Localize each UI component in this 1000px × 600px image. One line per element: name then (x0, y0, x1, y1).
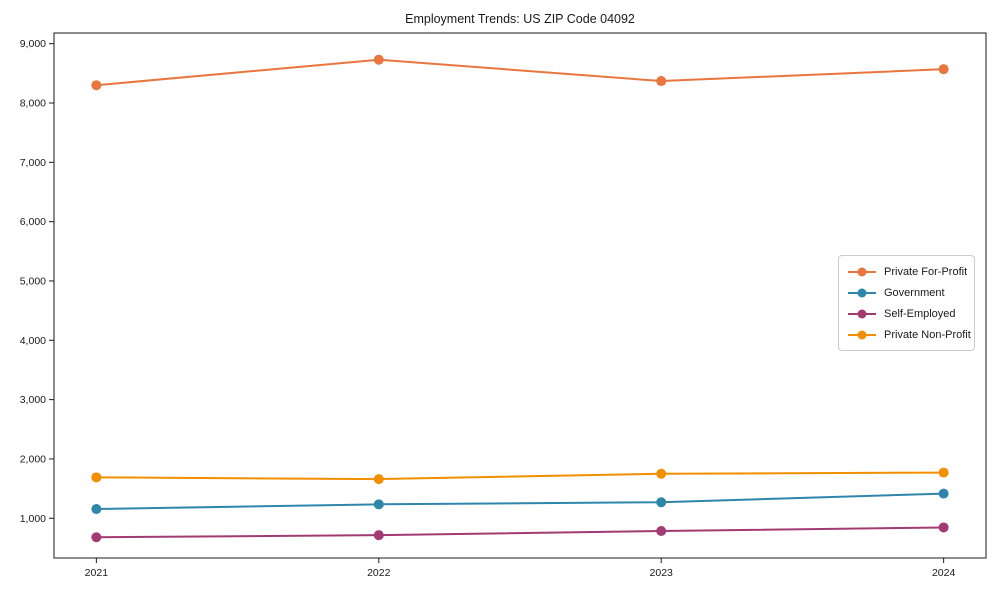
y-tick-label: 1,000 (20, 513, 46, 525)
y-tick-label: 2,000 (20, 453, 46, 465)
data-point (373, 54, 384, 65)
legend: Private For-Profit Government Self-Emplo… (838, 255, 975, 351)
x-tick-label: 2023 (650, 567, 674, 579)
series-line-private-for-profit (96, 58, 944, 87)
data-point (938, 467, 949, 478)
y-tick-label: 8,000 (20, 98, 46, 110)
x-tick-label: 2021 (85, 567, 109, 579)
legend-label: Private Non-Profit (884, 328, 971, 341)
legend-item-self-employed: Self-Employed (847, 303, 968, 324)
data-point (656, 497, 667, 508)
data-point (938, 522, 949, 533)
y-tick-label: 4,000 (20, 335, 46, 347)
x-tick-label: 2022 (367, 567, 391, 579)
plot-frame (53, 32, 987, 559)
line-marker-icon (848, 288, 876, 297)
data-point (938, 64, 949, 75)
legend-label: Self-Employed (884, 307, 956, 320)
data-point (91, 80, 102, 91)
chart-title: Employment Trends: US ZIP Code 04092 (405, 12, 635, 26)
data-point (91, 532, 102, 543)
y-tick-label: 6,000 (20, 216, 46, 228)
y-tick-label: 3,000 (20, 394, 46, 406)
y-tick-label: 9,000 (20, 38, 46, 50)
line-marker-icon (848, 267, 876, 276)
data-point (656, 76, 667, 87)
line-marker-icon (848, 330, 876, 339)
line-marker-icon (848, 309, 876, 318)
data-point (373, 474, 384, 485)
legend-item-government: Government (847, 282, 968, 303)
data-point (91, 472, 102, 483)
data-point (373, 499, 384, 510)
data-point (938, 488, 949, 499)
legend-label: Government (884, 286, 945, 299)
y-tick-label: 7,000 (20, 157, 46, 169)
x-tick-label: 2024 (932, 567, 956, 579)
legend-label: Private For-Profit (884, 265, 968, 278)
data-point (656, 526, 667, 537)
legend-item-private-for-profit: Private For-Profit (847, 261, 968, 282)
series-line-self-employed (96, 526, 944, 539)
series-line-private-non-profit (96, 471, 944, 481)
plot-area: 1,000 2,000 3,000 4,000 5,000 6,000 7,000 8,000… (20, 32, 987, 579)
legend-item-private-non-profit: Private Non-Profit (847, 324, 971, 345)
series-line-government (96, 492, 944, 511)
y-tick-label: 5,000 (20, 275, 46, 287)
data-point (656, 468, 667, 479)
data-point (91, 504, 102, 515)
data-point (373, 530, 384, 541)
